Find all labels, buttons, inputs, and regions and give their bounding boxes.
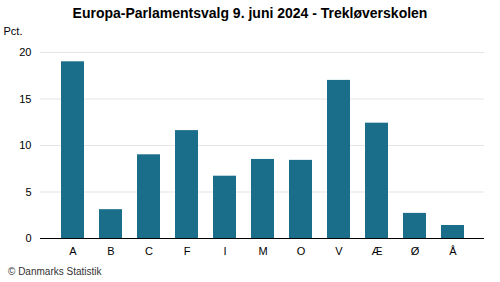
svg-text:A: A bbox=[69, 245, 77, 257]
svg-text:Pct.: Pct. bbox=[4, 25, 23, 37]
svg-text:Å: Å bbox=[449, 245, 457, 257]
svg-text:5: 5 bbox=[25, 186, 31, 198]
html-text:Europa-Parlamentsvalg 9. juni: Europa-Parlamentsvalg 9. juni 2024 - Tre… bbox=[72, 5, 428, 21]
svg-text:0: 0 bbox=[25, 232, 31, 244]
svg-text:20: 20 bbox=[19, 46, 31, 58]
svg-text:V: V bbox=[335, 245, 343, 257]
svg-text:15: 15 bbox=[19, 93, 31, 105]
svg-text:C: C bbox=[145, 245, 153, 257]
svg-text:M: M bbox=[258, 245, 267, 257]
svg-text:F: F bbox=[184, 245, 191, 257]
svg-text:10: 10 bbox=[19, 139, 31, 151]
svg-text:O: O bbox=[297, 245, 306, 257]
svg-text:B: B bbox=[107, 245, 114, 257]
html-text:© Danmarks Statistik: © Danmarks Statistik bbox=[8, 266, 102, 277]
svg-text:Ø: Ø bbox=[411, 245, 420, 257]
svg-text:Æ: Æ bbox=[372, 245, 383, 257]
svg-text:I: I bbox=[223, 245, 226, 257]
